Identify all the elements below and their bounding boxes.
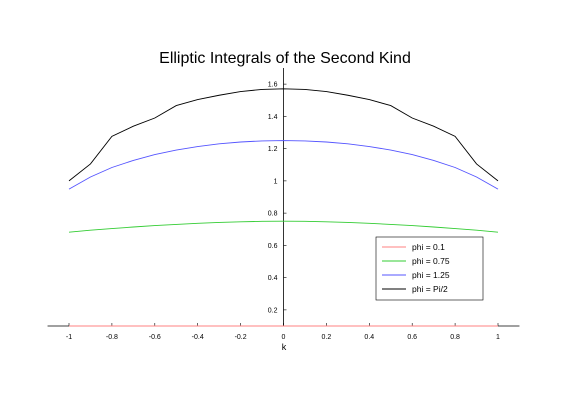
legend-entry-label: phi = Pi/2	[412, 284, 448, 294]
legend-entry-label: phi = 1.25	[412, 270, 450, 280]
chart-title: Elliptic Integrals of the Second Kind	[159, 50, 411, 67]
x-tick-label: -0.2	[235, 334, 247, 341]
x-tick-label: -0.6	[149, 334, 161, 341]
x-tick-label: -0.8	[106, 334, 118, 341]
legend-entry-label: phi = 0.75	[412, 256, 450, 266]
y-tick-label: 0.6	[268, 243, 278, 250]
y-ticks: 0.2 0.4 0.6 0.8 1 1.2 1.4 1.6	[268, 82, 287, 314]
legend: phi = 0.1 phi = 0.75 phi = 1.25 phi = Pi/2	[375, 236, 484, 301]
x-tick-label: 0	[282, 334, 286, 341]
x-tick-label: -1	[66, 334, 72, 341]
y-tick-label: 1.2	[268, 146, 278, 153]
y-tick-label: 1	[274, 178, 278, 185]
legend-entry-label: phi = 0.1	[412, 242, 445, 252]
x-tick-label: 0.2	[322, 334, 332, 341]
y-tick-label: 0.4	[268, 275, 278, 282]
series-line-4	[68, 88, 499, 182]
y-tick-label: 1.6	[268, 82, 278, 89]
series-lines	[68, 88, 499, 327]
x-axis-label: k	[282, 342, 287, 352]
x-tick-label: 0.8	[450, 334, 460, 341]
x-tick-label: -0.4	[192, 334, 204, 341]
series-line-3	[68, 140, 499, 190]
x-tick-label: 1	[496, 334, 500, 341]
y-tick-label: 0.2	[268, 307, 278, 314]
x-tick-label: 0.4	[364, 334, 374, 341]
series-line-2	[68, 220, 499, 233]
x-tick-label: 0.6	[407, 334, 417, 341]
x-ticks: -1 -0.8 -0.6 -0.4 -0.2 0 0.2 0.4 0.6 0.8 1	[66, 323, 500, 341]
y-tick-label: 1.4	[268, 114, 278, 121]
y-tick-label: 0.8	[268, 211, 278, 218]
